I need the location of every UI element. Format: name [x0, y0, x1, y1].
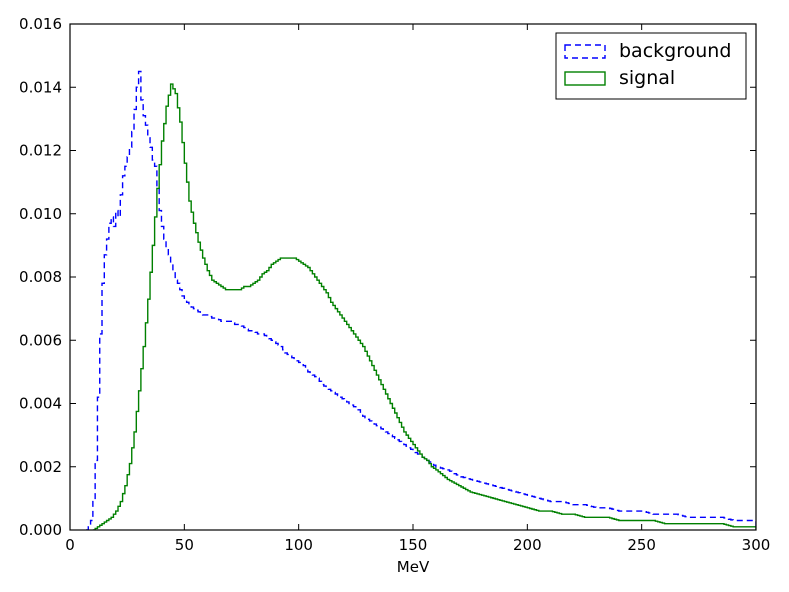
series-layer	[86, 70, 756, 530]
y-tick-label: 0.012	[19, 142, 62, 160]
x-tick-label: 200	[513, 536, 542, 554]
y-tick-label: 0.006	[19, 331, 62, 349]
ticks-layer: 0 50 100 150 200 250 300 0.000 0.002 0.004 0.006 0.…	[19, 15, 770, 554]
y-tick-label: 0.000	[19, 521, 62, 539]
x-tick-label: 300	[742, 536, 771, 554]
legend-label-background: background	[619, 40, 731, 62]
legend-swatch-signal	[564, 71, 606, 86]
y-tick-label: 0.010	[19, 205, 62, 223]
y-tick-label: 0.002	[19, 458, 62, 476]
series-background-line	[86, 70, 756, 530]
y-tick-label: 0.016	[19, 15, 62, 33]
x-axis-label: MeV	[397, 558, 430, 576]
y-tick-label: 0.014	[19, 78, 62, 96]
x-tick-label: 50	[175, 536, 194, 554]
legend-swatch-background	[564, 44, 606, 59]
y-tick-label: 0.004	[19, 395, 62, 413]
x-tick-label: 100	[284, 536, 313, 554]
x-tick-label: 250	[627, 536, 656, 554]
series-signal-line	[92, 83, 756, 530]
x-tick-label: 150	[399, 536, 428, 554]
legend-label-signal: signal	[619, 67, 675, 89]
y-tick-label: 0.008	[19, 268, 62, 286]
legend: background signal	[555, 32, 747, 100]
x-tick-label: 0	[65, 536, 75, 554]
legend-box	[555, 32, 747, 100]
